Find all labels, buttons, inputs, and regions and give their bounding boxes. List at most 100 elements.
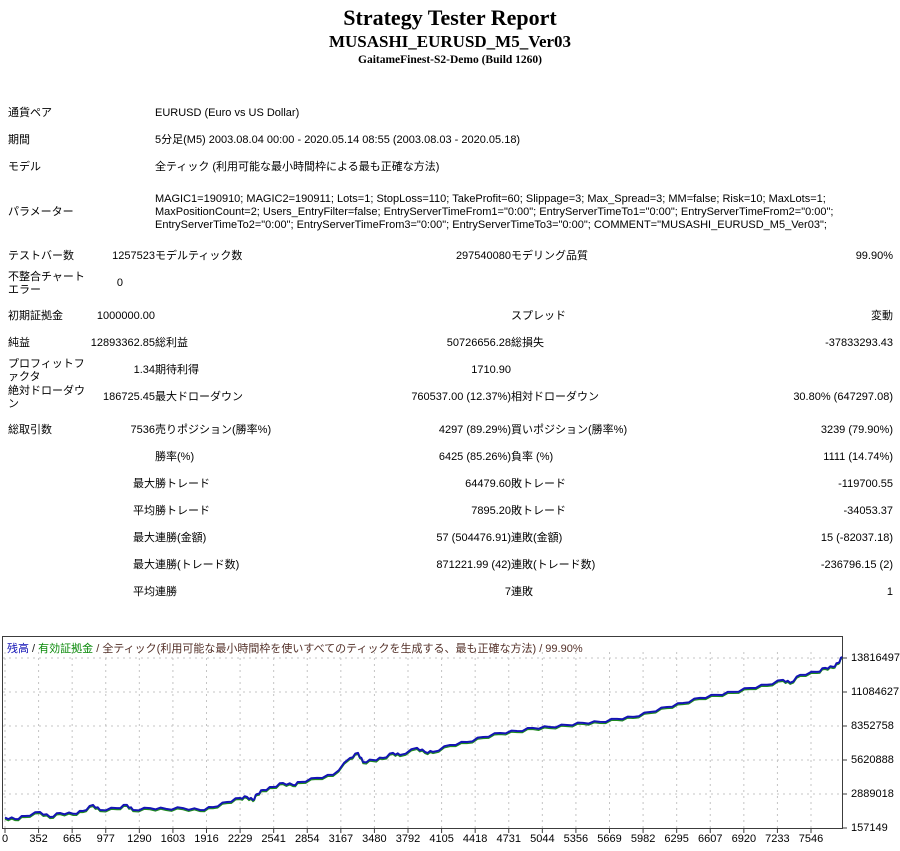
- stat-value: 7895.20: [471, 505, 511, 517]
- x-axis-label: 1290: [127, 833, 152, 845]
- stat-label: 買いポジション(勝率%): [511, 424, 628, 436]
- stat-value-wide: 全ティック (利用可能な最小時間枠による最も正確な方法): [155, 161, 440, 173]
- report-header: Strategy Tester Report MUSASHI_EURUSD_M5…: [0, 0, 900, 100]
- stat-value: 1.34: [133, 364, 155, 376]
- table-row: 最大 連勝(トレード数) 871221.99 (42) 連敗(トレード数) -23679…: [8, 552, 893, 579]
- stat-value: -37833293.43: [825, 337, 893, 349]
- table-row: 最大 連勝(金額) 57 (504476.91) 連敗(金額) 15 (-82037.1…: [8, 525, 893, 552]
- chart-legend-part: /: [29, 643, 39, 655]
- stat-label: [155, 270, 351, 297]
- stat-value: 4297 (89.29%): [438, 424, 511, 436]
- x-axis-label: 4105: [429, 833, 454, 845]
- table-row: 期間 5分足(M5) 2003.08.04 00:00 - 2020.05.14 …: [8, 127, 893, 154]
- y-axis-label: 13816497: [851, 652, 900, 664]
- stat-value: 186725.45: [103, 391, 155, 403]
- stat-value: 最大: [133, 478, 155, 490]
- stat-value: 760537.00 (12.37%): [411, 391, 511, 403]
- stat-label: 相対ドローダウン: [511, 391, 599, 403]
- stat-value: 1000000.00: [96, 310, 155, 322]
- table-row: 平均 勝トレード 7895.20 敗トレード -34053.37: [8, 498, 893, 525]
- stat-label: パラメーター: [8, 205, 74, 218]
- table-row: テストバー数 1257523 モデルティック数 297540080 モデリング品質 99.…: [8, 243, 893, 270]
- table-row: 最大 勝トレード 64479.60 敗トレード -119700.55: [8, 471, 893, 498]
- table-row: 勝率(%) 6425 (85.26%) 負率 (%) 1111 (14.74%): [8, 444, 893, 471]
- table-row: 総取引数 7536 売りポジション(勝率%) 4297 (89.29%) 買いポジション…: [8, 417, 893, 444]
- stat-value: 1257523: [112, 250, 155, 262]
- stat-value-wide: MAGIC1=190910; MAGIC2=190911; Lots=1; St…: [155, 192, 834, 231]
- stat-label: 不整合チャートエラー: [8, 270, 85, 296]
- stat-label: 絶対ドローダウン: [8, 384, 85, 410]
- stat-value: [86, 154, 155, 181]
- stat-value: 最大: [133, 559, 155, 571]
- stat-label: 敗トレード: [511, 505, 566, 517]
- stat-label: モデル: [8, 161, 41, 173]
- stat-value: [710, 357, 893, 384]
- x-axis-label: 2229: [227, 833, 253, 845]
- stat-value-wide: 5分足(M5) 2003.08.04 00:00 - 2020.05.14 08…: [155, 134, 521, 146]
- stat-label: 総取引数: [8, 424, 52, 436]
- stat-label: 勝率(%): [155, 451, 195, 463]
- stat-value: 平均: [133, 505, 155, 517]
- x-axis-label: 2541: [261, 833, 286, 845]
- stat-label: 負率 (%): [511, 451, 554, 463]
- stat-label: 期間: [8, 134, 30, 146]
- stat-label: 勝トレード: [155, 478, 210, 490]
- stat-value: 変動: [871, 310, 893, 322]
- stat-label: 敗トレード: [511, 478, 566, 490]
- stat-value: 6425 (85.26%): [438, 451, 511, 463]
- stat-value: 297540080: [455, 250, 511, 262]
- stat-label: 連勝: [155, 586, 177, 598]
- y-axis-label: 5620888: [851, 754, 894, 766]
- stat-value: 1710.90: [471, 364, 511, 376]
- x-axis-label: 4418: [462, 833, 488, 845]
- stat-value: -119700.55: [838, 478, 893, 490]
- stat-label: 総利益: [155, 337, 188, 349]
- stat-label: 純益: [8, 337, 30, 349]
- chart-legend-part: 残高: [7, 643, 29, 655]
- stat-value: 平均: [133, 586, 155, 598]
- stat-value: [86, 100, 155, 127]
- x-axis-label: 7546: [798, 833, 824, 845]
- stat-label: [511, 357, 710, 384]
- stat-value: 1111 (14.74%): [823, 451, 893, 463]
- stat-label: 連勝(金額): [155, 532, 207, 544]
- stat-label: 連敗(金額): [511, 532, 563, 544]
- stat-label: モデリング品質: [511, 250, 588, 262]
- server-build: GaitameFinest-S2-Demo (Build 1260): [358, 54, 542, 66]
- y-axis-label: 8352758: [851, 720, 894, 732]
- stat-label: テストバー数: [8, 250, 74, 262]
- chart-border: [2, 636, 843, 829]
- stat-value: [86, 444, 155, 471]
- stat-value: [351, 270, 511, 297]
- table-row: プロフィットファクタ 1.34 期待利得 1710.90: [8, 357, 893, 384]
- stat-label: 連敗: [511, 586, 533, 598]
- stat-label: 期待利得: [155, 364, 199, 376]
- stat-label: [8, 444, 86, 471]
- x-axis-label: 977: [96, 833, 115, 845]
- y-axis-label: 157149: [851, 822, 888, 834]
- stat-value: 99.90%: [855, 250, 893, 262]
- table-row: 不整合チャートエラー 0: [8, 270, 893, 297]
- stat-value-wide: EURUSD (Euro vs US Dollar): [155, 107, 300, 119]
- stat-value: 15 (-82037.18): [820, 532, 893, 544]
- stat-label: 売りポジション(勝率%): [155, 424, 272, 436]
- stat-label: モデルティック数: [155, 250, 243, 262]
- equity-chart: 残高 / 有効証拠金 / 全ティック(利用可能な最小時間枠を使いすべてのティック…: [1, 636, 900, 849]
- x-axis-label: 3480: [362, 833, 387, 845]
- stat-label: [511, 270, 710, 297]
- stat-label: [8, 471, 86, 498]
- stat-label: 通貨ペア: [8, 107, 52, 119]
- stat-value: 871221.99 (42): [436, 559, 511, 571]
- x-axis-label: 2854: [295, 833, 320, 845]
- stat-value: 57 (504476.91): [436, 532, 511, 544]
- stat-label: 勝トレード: [155, 505, 210, 517]
- stat-label: [8, 498, 86, 525]
- table-row: 初期証拠金 1000000.00 スプレッド 変動: [8, 303, 893, 330]
- chart-legend-part: / 全ティック(利用可能な最小時間枠を使いすべてのティックを生成する、最も正確な…: [93, 643, 583, 655]
- stat-value: 12893362.85: [90, 337, 155, 349]
- stat-label: 最大ドローダウン: [155, 391, 243, 403]
- x-axis-label: 0: [1, 833, 9, 845]
- table-row: 絶対ドローダウン 186725.45 最大ドローダウン 760537.00 (12.3…: [8, 384, 893, 411]
- stat-value: [710, 270, 893, 297]
